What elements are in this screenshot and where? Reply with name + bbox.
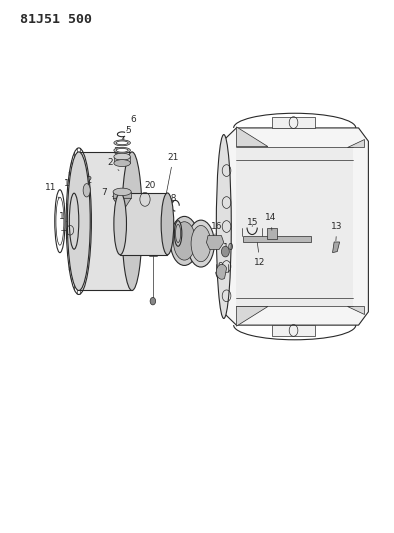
Polygon shape bbox=[120, 193, 167, 255]
Circle shape bbox=[221, 246, 229, 257]
Polygon shape bbox=[236, 147, 353, 306]
Text: 17: 17 bbox=[171, 240, 182, 249]
Text: 15: 15 bbox=[247, 219, 259, 227]
Ellipse shape bbox=[114, 140, 130, 146]
Text: 16: 16 bbox=[211, 222, 223, 236]
Text: 3: 3 bbox=[114, 148, 121, 160]
Text: 11: 11 bbox=[64, 180, 76, 195]
Polygon shape bbox=[347, 139, 364, 147]
Polygon shape bbox=[223, 128, 368, 325]
Text: 6: 6 bbox=[127, 116, 136, 131]
Ellipse shape bbox=[170, 216, 199, 265]
Polygon shape bbox=[216, 264, 227, 279]
Text: 4: 4 bbox=[119, 137, 125, 149]
Text: 22: 22 bbox=[81, 176, 92, 184]
Ellipse shape bbox=[114, 160, 130, 166]
Text: 81J51 500: 81J51 500 bbox=[20, 13, 92, 26]
Text: 7: 7 bbox=[101, 189, 115, 197]
Text: 8: 8 bbox=[169, 220, 177, 231]
Polygon shape bbox=[113, 192, 131, 198]
Polygon shape bbox=[267, 228, 277, 239]
Ellipse shape bbox=[114, 147, 130, 154]
Text: 5: 5 bbox=[123, 126, 131, 142]
Ellipse shape bbox=[216, 135, 231, 319]
Text: 12: 12 bbox=[255, 243, 266, 266]
Ellipse shape bbox=[116, 141, 128, 144]
Text: 19: 19 bbox=[152, 202, 165, 214]
Ellipse shape bbox=[188, 220, 214, 267]
Ellipse shape bbox=[83, 183, 90, 197]
Text: 2: 2 bbox=[108, 158, 119, 171]
Ellipse shape bbox=[122, 152, 142, 290]
Text: 11: 11 bbox=[45, 183, 59, 198]
Polygon shape bbox=[243, 236, 311, 242]
Polygon shape bbox=[114, 157, 130, 163]
Ellipse shape bbox=[174, 221, 182, 246]
Polygon shape bbox=[272, 117, 315, 128]
Polygon shape bbox=[206, 236, 224, 249]
Ellipse shape bbox=[173, 222, 195, 260]
Ellipse shape bbox=[113, 188, 131, 196]
Ellipse shape bbox=[114, 193, 126, 255]
Polygon shape bbox=[236, 306, 268, 326]
Polygon shape bbox=[236, 127, 268, 147]
Text: 18: 18 bbox=[166, 194, 178, 203]
Polygon shape bbox=[113, 198, 131, 207]
Polygon shape bbox=[272, 325, 315, 336]
Ellipse shape bbox=[114, 154, 130, 160]
Text: 13: 13 bbox=[331, 222, 343, 241]
Text: 9: 9 bbox=[217, 262, 223, 271]
Text: 21: 21 bbox=[155, 153, 179, 252]
Ellipse shape bbox=[161, 193, 174, 255]
Text: 20: 20 bbox=[144, 181, 156, 196]
Text: 1: 1 bbox=[59, 213, 71, 224]
Polygon shape bbox=[79, 152, 132, 290]
Text: 10: 10 bbox=[223, 244, 234, 252]
Polygon shape bbox=[333, 242, 340, 253]
Circle shape bbox=[150, 297, 156, 305]
Text: 14: 14 bbox=[266, 213, 277, 230]
Polygon shape bbox=[347, 306, 364, 314]
Text: 23: 23 bbox=[189, 248, 200, 257]
Ellipse shape bbox=[116, 149, 128, 152]
Ellipse shape bbox=[191, 225, 211, 262]
Ellipse shape bbox=[67, 152, 90, 290]
